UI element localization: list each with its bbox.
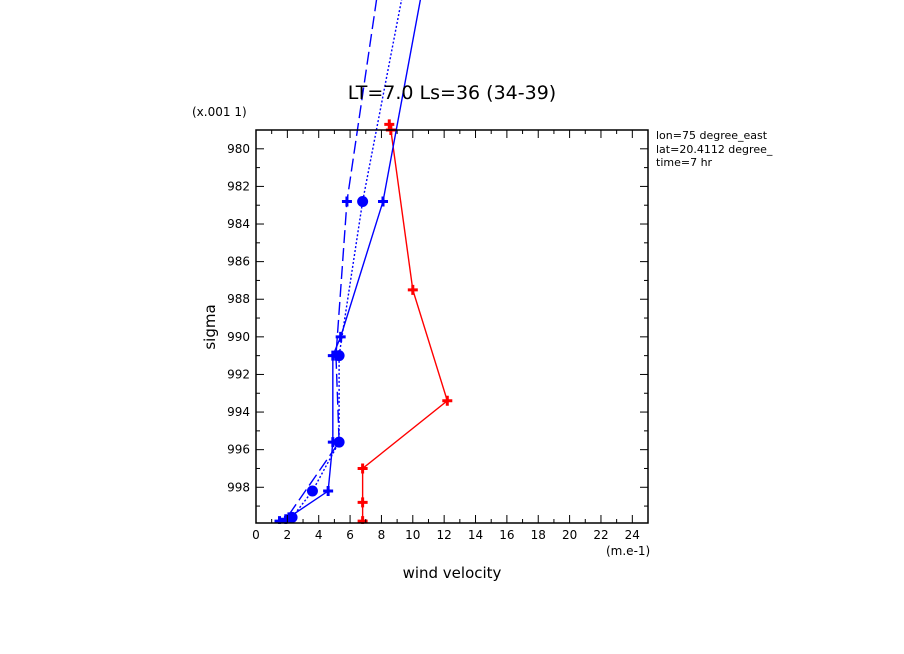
annotation-lat: lat=20.4112 degree_ [656,143,773,156]
data-point [306,485,318,497]
x-tick-label: 24 [625,528,640,542]
x-tick-label: 10 [405,528,420,542]
data-point [378,196,389,207]
data-point [357,463,368,474]
data-point [334,437,345,448]
data-point [442,395,453,406]
tick-layer: 0 2 4 6 8 10 12 14 16 18 20 22 249809829849869889909… [227,129,649,542]
series-line-blue-dotted [291,0,403,518]
x-unit-label: (m.e-1) [606,544,650,558]
y-tick-label: 996 [227,443,250,457]
plot-frame [255,129,649,524]
y-axis-label: sigma [201,304,219,349]
series-layer [274,0,453,524]
x-tick-label: 22 [593,528,608,542]
series-line-blue-solid [279,0,422,522]
x-tick-label: 12 [437,528,452,542]
x-tick-label: 16 [499,528,514,542]
y-tick-label: 994 [227,405,250,419]
data-point [323,486,334,497]
x-tick-label: 14 [468,528,483,542]
data-point [286,511,298,523]
y-tick-label: 980 [227,142,250,156]
data-point [384,119,395,130]
y-tick-label: 986 [227,255,250,269]
series-line-blue-dashed [285,0,378,520]
x-tick-label: 0 [252,528,260,542]
chart-title: LT=7.0 Ls=36 (34-39) [348,82,556,104]
data-point [357,497,368,508]
annotation-time: time=7 hr [656,156,713,169]
x-tick-label: 8 [378,528,386,542]
annotation-lon: lon=75 degree_east [656,129,768,142]
x-axis-label: wind velocity [403,564,502,582]
x-tick-label: 4 [315,528,323,542]
y-tick-label: 988 [227,292,250,306]
data-point [335,331,346,342]
series-line-red-solid [361,124,449,522]
y-tick-label: 992 [227,367,250,381]
data-point [357,195,369,207]
data-point [330,350,341,361]
x-tick-label: 2 [284,528,292,542]
y-tick-label: 984 [227,217,250,231]
x-tick-label: 18 [531,528,546,542]
data-point [341,196,352,207]
x-tick-label: 20 [562,528,577,542]
y-tick-label: 982 [227,179,250,193]
y-tick-label: 998 [227,480,250,494]
x-tick-label: 6 [346,528,354,542]
data-point [274,516,285,524]
y-tick-label: 990 [227,330,250,344]
data-point [407,284,418,295]
y-scale-label: (x.001 1) [192,105,247,119]
